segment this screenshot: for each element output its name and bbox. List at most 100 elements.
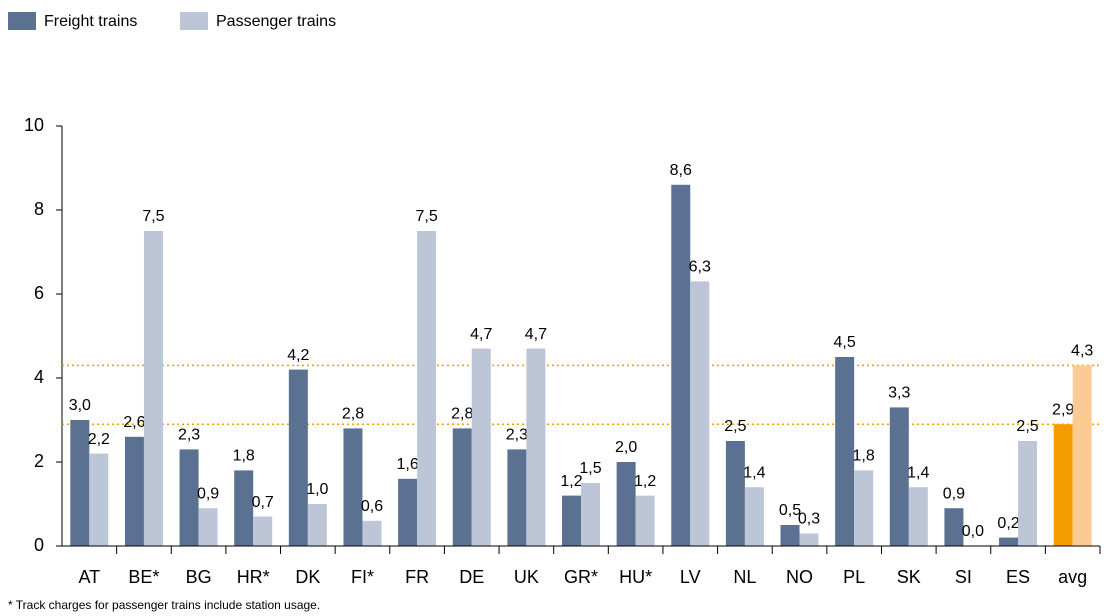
bar bbox=[690, 281, 710, 546]
y-tick-label: 4 bbox=[34, 367, 44, 387]
value-label: 0,6 bbox=[361, 498, 383, 515]
x-tick-label: DK bbox=[295, 567, 320, 587]
y-tick-label: 2 bbox=[34, 451, 44, 471]
bar bbox=[288, 369, 308, 546]
value-label: 0,7 bbox=[252, 494, 274, 511]
value-label: 0,5 bbox=[779, 502, 801, 519]
bar bbox=[471, 348, 491, 546]
bar bbox=[999, 537, 1019, 546]
bar bbox=[234, 470, 254, 546]
x-tick-label: SI bbox=[955, 567, 972, 587]
value-label: 2,2 bbox=[88, 431, 110, 448]
bar bbox=[179, 449, 199, 546]
bar bbox=[799, 533, 819, 546]
y-tick-label: 0 bbox=[34, 535, 44, 555]
value-label: 1,4 bbox=[743, 464, 765, 481]
bar bbox=[581, 483, 600, 546]
x-tick-label: HU* bbox=[619, 567, 652, 587]
y-tick-label: 10 bbox=[24, 115, 44, 135]
bar bbox=[362, 520, 382, 546]
value-label: 1,0 bbox=[306, 481, 328, 498]
legend-swatch bbox=[8, 12, 36, 30]
x-tick-label: avg bbox=[1058, 567, 1087, 587]
value-label: 4,2 bbox=[287, 347, 309, 364]
x-tick-label: UK bbox=[514, 567, 539, 587]
bar bbox=[671, 184, 691, 547]
x-tick-label: DE bbox=[459, 567, 484, 587]
value-label: 0,2 bbox=[997, 515, 1019, 532]
value-label: 1,8 bbox=[853, 448, 875, 465]
x-tick-label: PL bbox=[843, 567, 865, 587]
value-label: 1,6 bbox=[396, 456, 418, 473]
bar bbox=[307, 504, 327, 546]
value-label: 4,7 bbox=[525, 326, 547, 343]
bar bbox=[908, 487, 928, 546]
value-label: 0,0 bbox=[962, 523, 984, 540]
bar bbox=[1053, 424, 1073, 546]
value-label: 7,5 bbox=[415, 208, 437, 225]
x-tick-label: NO bbox=[786, 567, 813, 587]
bar bbox=[398, 478, 418, 546]
value-label: 0,3 bbox=[798, 511, 820, 528]
value-label: 3,3 bbox=[888, 385, 910, 402]
bar bbox=[562, 495, 581, 546]
value-label: 2,6 bbox=[123, 414, 145, 431]
bar bbox=[253, 516, 273, 546]
bar bbox=[417, 231, 437, 546]
x-tick-label: BG bbox=[186, 567, 212, 587]
bar bbox=[143, 231, 163, 546]
legend-swatch bbox=[180, 12, 208, 30]
value-label: 1,2 bbox=[634, 473, 656, 490]
value-label: 1,8 bbox=[233, 448, 255, 465]
bar bbox=[725, 441, 745, 546]
legend-label: Passenger trains bbox=[216, 13, 336, 30]
bar bbox=[452, 428, 472, 546]
bar bbox=[944, 508, 964, 546]
bar bbox=[780, 525, 800, 546]
x-tick-label: BE* bbox=[128, 567, 159, 587]
x-tick-label: FI* bbox=[351, 567, 374, 587]
bar bbox=[507, 449, 527, 546]
bar bbox=[835, 357, 855, 546]
x-tick-label: NL bbox=[733, 567, 756, 587]
value-label: 4,7 bbox=[470, 326, 492, 343]
bar bbox=[89, 453, 109, 546]
value-label: 3,0 bbox=[69, 397, 91, 414]
bar bbox=[854, 470, 874, 546]
value-label: 2,5 bbox=[1016, 418, 1038, 435]
bar bbox=[1072, 365, 1092, 546]
value-label: 2,8 bbox=[451, 406, 473, 423]
bar bbox=[616, 462, 636, 546]
value-label: 2,9 bbox=[1052, 401, 1074, 418]
bar bbox=[744, 487, 764, 546]
value-label: 0,9 bbox=[943, 485, 965, 502]
footnote: * Track charges for passenger trains inc… bbox=[8, 598, 320, 612]
x-tick-label: AT bbox=[78, 567, 100, 587]
y-tick-label: 8 bbox=[34, 199, 44, 219]
value-label: 1,5 bbox=[579, 460, 601, 477]
value-label: 7,5 bbox=[142, 208, 164, 225]
value-label: 2,3 bbox=[178, 427, 200, 444]
bar bbox=[124, 436, 144, 546]
value-label: 2,8 bbox=[342, 406, 364, 423]
x-tick-label: HR* bbox=[237, 567, 270, 587]
bar bbox=[198, 508, 218, 546]
bar bbox=[343, 428, 363, 546]
bar bbox=[635, 495, 655, 546]
value-label: 0,9 bbox=[197, 485, 219, 502]
x-tick-label: SK bbox=[897, 567, 921, 587]
x-tick-label: ES bbox=[1006, 567, 1030, 587]
bar bbox=[70, 420, 90, 546]
legend-label: Freight trains bbox=[44, 13, 137, 30]
y-tick-label: 6 bbox=[34, 283, 44, 303]
bar bbox=[526, 348, 546, 546]
value-label: 2,3 bbox=[506, 427, 528, 444]
value-label: 4,5 bbox=[834, 334, 856, 351]
value-label: 1,2 bbox=[560, 473, 582, 490]
value-label: 2,0 bbox=[615, 439, 637, 456]
value-label: 4,3 bbox=[1071, 343, 1093, 360]
value-label: 6,3 bbox=[689, 259, 711, 276]
x-tick-label: LV bbox=[680, 567, 701, 587]
value-label: 8,6 bbox=[670, 162, 692, 179]
